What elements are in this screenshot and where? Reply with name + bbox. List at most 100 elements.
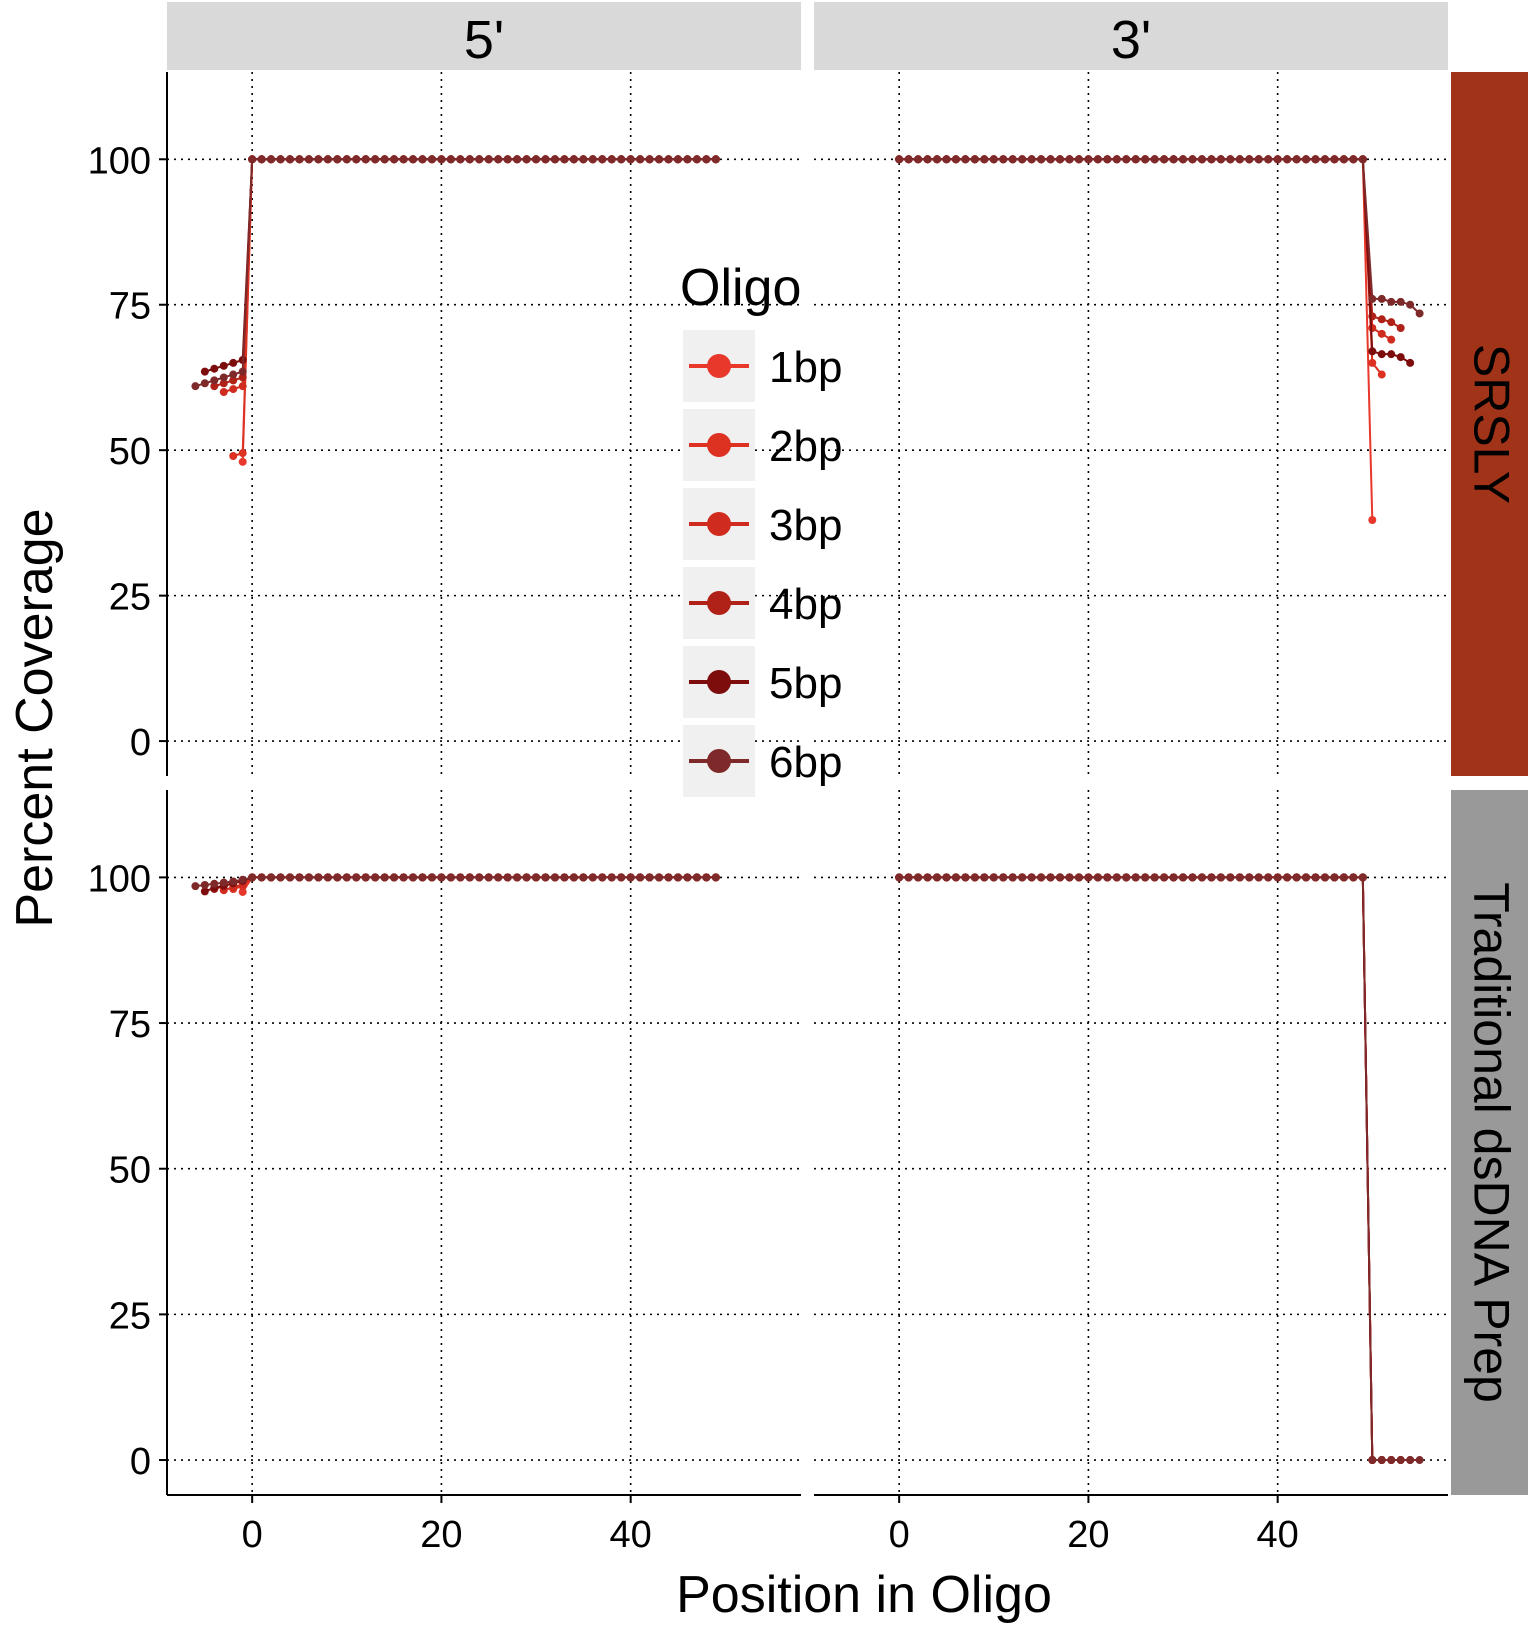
data-point <box>569 155 578 164</box>
data-point <box>1216 155 1225 164</box>
data-point <box>1027 873 1036 882</box>
data-point <box>1037 873 1046 882</box>
data-point <box>598 155 607 164</box>
y-tick-label: 75 <box>109 286 151 328</box>
data-point <box>295 155 304 164</box>
data-point <box>1377 370 1386 379</box>
data-point <box>1018 873 1027 882</box>
data-point <box>1056 155 1065 164</box>
panel <box>814 72 1448 776</box>
data-point <box>655 155 664 164</box>
data-point <box>427 155 436 164</box>
panel <box>814 790 1448 1495</box>
data-point <box>951 155 960 164</box>
data-point <box>1008 155 1017 164</box>
data-point <box>418 873 427 882</box>
data-point <box>1283 155 1292 164</box>
data-point <box>1387 297 1396 306</box>
data-point <box>1197 873 1206 882</box>
legend-entry-6bp: 6bp <box>683 725 842 797</box>
data-point <box>361 873 370 882</box>
legend-entry-4bp: 4bp <box>683 567 842 639</box>
y-tick-label: 50 <box>109 431 151 473</box>
column-strip-label: 5' <box>464 10 504 70</box>
data-point <box>342 155 351 164</box>
data-point <box>588 873 597 882</box>
data-point <box>1292 873 1301 882</box>
y-axis-label: Percent Coverage <box>6 508 64 927</box>
data-point <box>380 155 389 164</box>
data-point <box>1377 315 1386 324</box>
data-point <box>1415 309 1424 318</box>
data-point <box>1330 155 1339 164</box>
legend-label: 2bp <box>769 422 842 471</box>
panel <box>167 790 801 1495</box>
data-point <box>683 873 692 882</box>
data-point <box>1103 155 1112 164</box>
data-point <box>1245 155 1254 164</box>
data-point <box>655 873 664 882</box>
data-point <box>238 382 247 391</box>
data-point <box>970 873 979 882</box>
data-point <box>1169 873 1178 882</box>
data-point <box>541 155 550 164</box>
data-point <box>229 358 238 367</box>
data-point <box>683 155 692 164</box>
data-point <box>267 873 276 882</box>
data-point <box>1216 873 1225 882</box>
data-point <box>1415 1456 1424 1465</box>
data-point <box>238 887 247 896</box>
legend-key-point <box>707 354 731 378</box>
data-point <box>1131 873 1140 882</box>
data-point <box>607 155 616 164</box>
legend-key-point <box>707 670 731 694</box>
data-point <box>210 376 219 385</box>
data-point <box>1377 1456 1386 1465</box>
data-point <box>1330 873 1339 882</box>
data-point <box>257 155 266 164</box>
data-point <box>1084 873 1093 882</box>
legend-label: 4bp <box>769 580 842 629</box>
data-point <box>1056 873 1065 882</box>
data-point <box>626 873 635 882</box>
data-point <box>200 887 209 896</box>
data-point <box>229 385 238 394</box>
data-point <box>503 873 512 882</box>
data-point <box>702 155 711 164</box>
data-point <box>1141 873 1150 882</box>
data-point <box>1046 155 1055 164</box>
data-point <box>323 873 332 882</box>
data-point <box>437 155 446 164</box>
data-point <box>970 155 979 164</box>
column-strip-label: 3' <box>1111 10 1151 70</box>
data-point <box>1368 294 1377 303</box>
data-point <box>1396 297 1405 306</box>
data-point <box>248 873 257 882</box>
data-point <box>923 873 932 882</box>
data-point <box>1207 155 1216 164</box>
data-point <box>238 373 247 382</box>
data-point <box>1273 155 1282 164</box>
data-point <box>276 873 285 882</box>
data-point <box>200 367 209 376</box>
facet-strips: 5' 3' SRSLY Traditional dsDNA Prep <box>167 2 1528 1495</box>
data-point <box>409 873 418 882</box>
data-point <box>579 873 588 882</box>
data-point <box>1387 335 1396 344</box>
facet-panels <box>167 72 1448 1495</box>
data-point <box>380 873 389 882</box>
data-point <box>560 873 569 882</box>
data-point <box>1349 873 1358 882</box>
row-strip-label: SRSLY <box>1464 344 1520 504</box>
data-point <box>598 873 607 882</box>
data-point <box>1302 155 1311 164</box>
data-point <box>1141 155 1150 164</box>
data-point <box>550 873 559 882</box>
data-point <box>210 879 219 888</box>
data-point <box>399 873 408 882</box>
data-point <box>1339 873 1348 882</box>
series-6bp <box>191 873 720 891</box>
data-point <box>409 155 418 164</box>
data-point <box>475 155 484 164</box>
